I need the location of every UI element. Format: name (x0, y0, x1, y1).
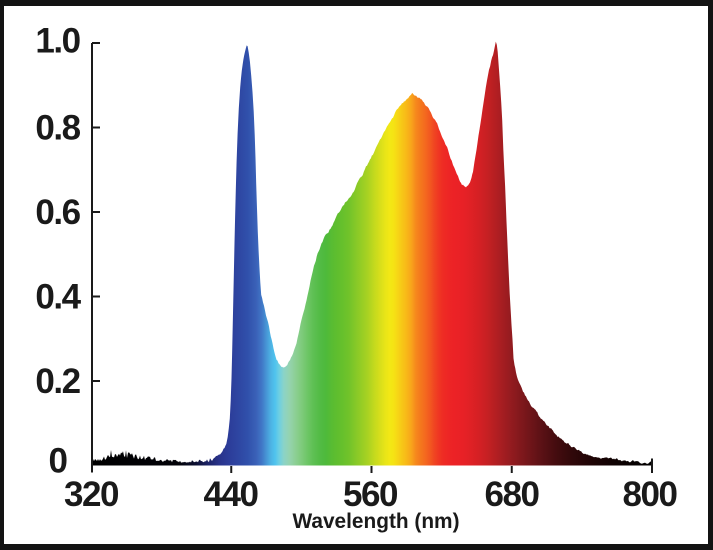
svg-text:440: 440 (204, 475, 259, 514)
svg-text:680: 680 (485, 475, 540, 514)
svg-text:0.4: 0.4 (35, 278, 81, 317)
svg-text:1.0: 1.0 (35, 22, 80, 61)
svg-text:0.8: 0.8 (35, 109, 80, 148)
svg-text:Wavelength (nm): Wavelength (nm) (293, 510, 460, 533)
svg-text:800: 800 (623, 475, 678, 514)
svg-text:320: 320 (64, 475, 119, 514)
svg-text:560: 560 (343, 475, 398, 514)
svg-text:0: 0 (49, 442, 68, 481)
svg-text:0.2: 0.2 (35, 362, 80, 401)
svg-text:0.6: 0.6 (35, 193, 80, 232)
